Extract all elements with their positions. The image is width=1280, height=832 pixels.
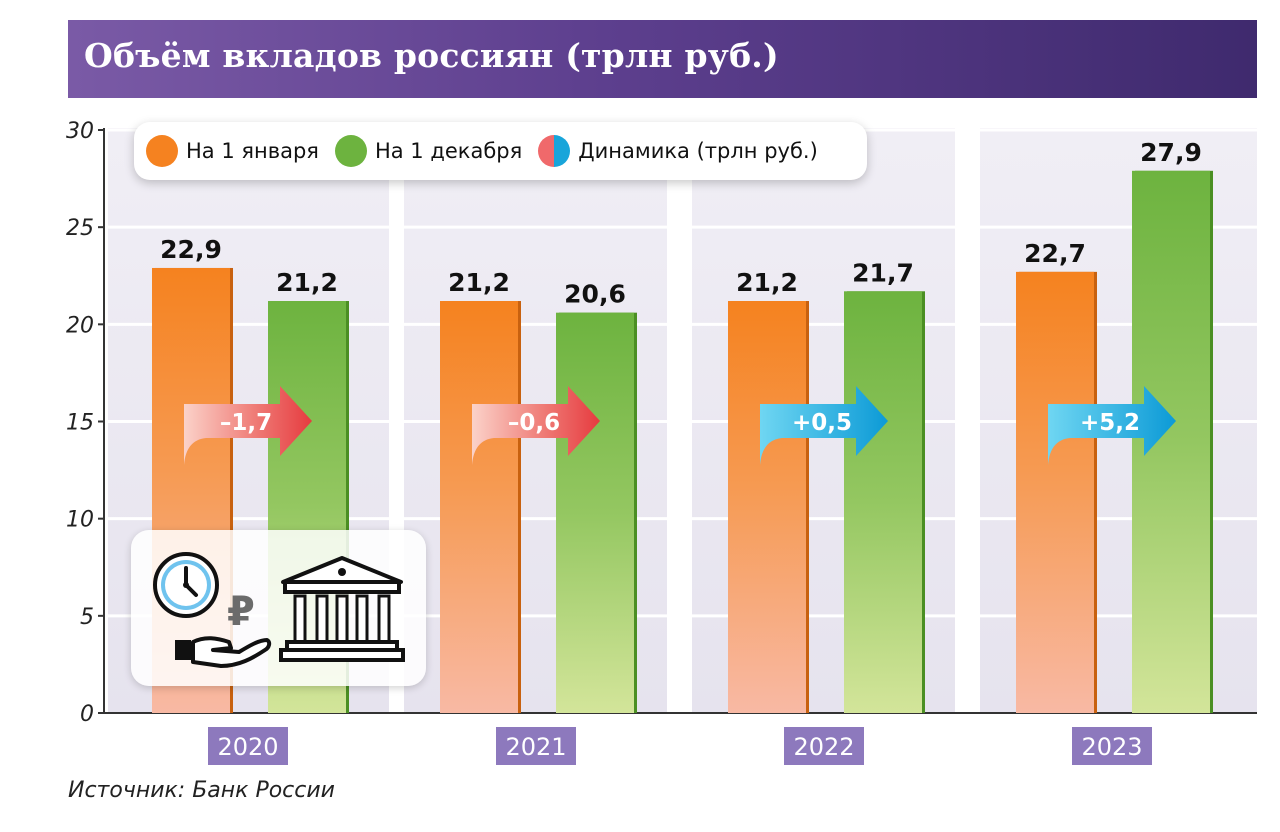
y-tick-label: 20 xyxy=(66,313,94,338)
year-label: 2020 xyxy=(217,733,278,761)
value-label-dec: 27,9 xyxy=(1140,138,1202,167)
increase-arrow-icon xyxy=(760,386,888,465)
year-label-box xyxy=(496,727,576,765)
clock-icon xyxy=(153,552,219,618)
y-tick-label: 30 xyxy=(66,119,94,144)
year-label-box xyxy=(1072,727,1152,765)
year-label: 2021 xyxy=(505,733,566,761)
y-tick-label: 5 xyxy=(80,605,94,630)
source-note: Источник: Банк России xyxy=(68,778,335,803)
hand-icon xyxy=(175,636,272,668)
legend: На 1 января На 1 декабря Динамика (трлн … xyxy=(134,122,867,180)
legend-label-dec: На 1 декабря xyxy=(374,139,523,163)
y-tick-label: 0 xyxy=(80,702,94,727)
split-dot-icon xyxy=(538,135,571,167)
legend-label-change: Динамика (трлн руб.) xyxy=(578,139,818,163)
value-label-dec: 21,2 xyxy=(276,268,338,297)
year-label-box xyxy=(784,727,864,765)
value-label-dec: 21,7 xyxy=(852,258,914,287)
bar-jan xyxy=(1016,271,1094,713)
year-label: 2022 xyxy=(793,733,854,761)
y-tick-label: 10 xyxy=(66,508,94,533)
bar-dec xyxy=(1132,170,1210,713)
year-label: 2023 xyxy=(1081,733,1142,761)
legend-label-jan: На 1 января xyxy=(186,139,319,163)
bar-jan xyxy=(728,301,806,713)
decrease-arrow-icon xyxy=(184,386,312,465)
change-label: +5,2 xyxy=(1080,410,1140,436)
ruble-icon: ₽ xyxy=(227,589,255,633)
value-label-jan: 22,9 xyxy=(160,235,222,264)
legend-item-dec: На 1 декабря xyxy=(334,135,523,167)
y-tick-label: 15 xyxy=(66,411,94,436)
legend-item-jan: На 1 января xyxy=(146,135,319,167)
change-label: –0,6 xyxy=(508,410,560,436)
green-dot-icon xyxy=(334,135,367,167)
year-label-box xyxy=(208,727,288,765)
chart-title: Объём вкладов россиян (трлн руб.) xyxy=(84,36,779,75)
change-label: –1,7 xyxy=(220,410,272,436)
bar-dec xyxy=(556,312,634,713)
value-label-jan: 21,2 xyxy=(736,268,798,297)
bar-dec xyxy=(844,291,922,713)
bank-building-icon xyxy=(279,556,405,662)
y-tick-label: 25 xyxy=(66,216,94,241)
value-label-jan: 21,2 xyxy=(448,268,510,297)
decrease-arrow-icon xyxy=(472,386,600,465)
orange-dot-icon xyxy=(146,135,178,167)
icon-box: ₽ xyxy=(131,530,426,686)
bar-jan xyxy=(440,301,518,713)
change-label: +0,5 xyxy=(792,410,852,436)
svg-text:₽: ₽ xyxy=(227,589,255,633)
value-label-jan: 22,7 xyxy=(1024,239,1086,268)
increase-arrow-icon xyxy=(1048,386,1176,465)
title-bar xyxy=(68,20,1257,98)
value-label-dec: 20,6 xyxy=(564,280,626,309)
legend-item-change: Динамика (трлн руб.) xyxy=(538,135,818,167)
